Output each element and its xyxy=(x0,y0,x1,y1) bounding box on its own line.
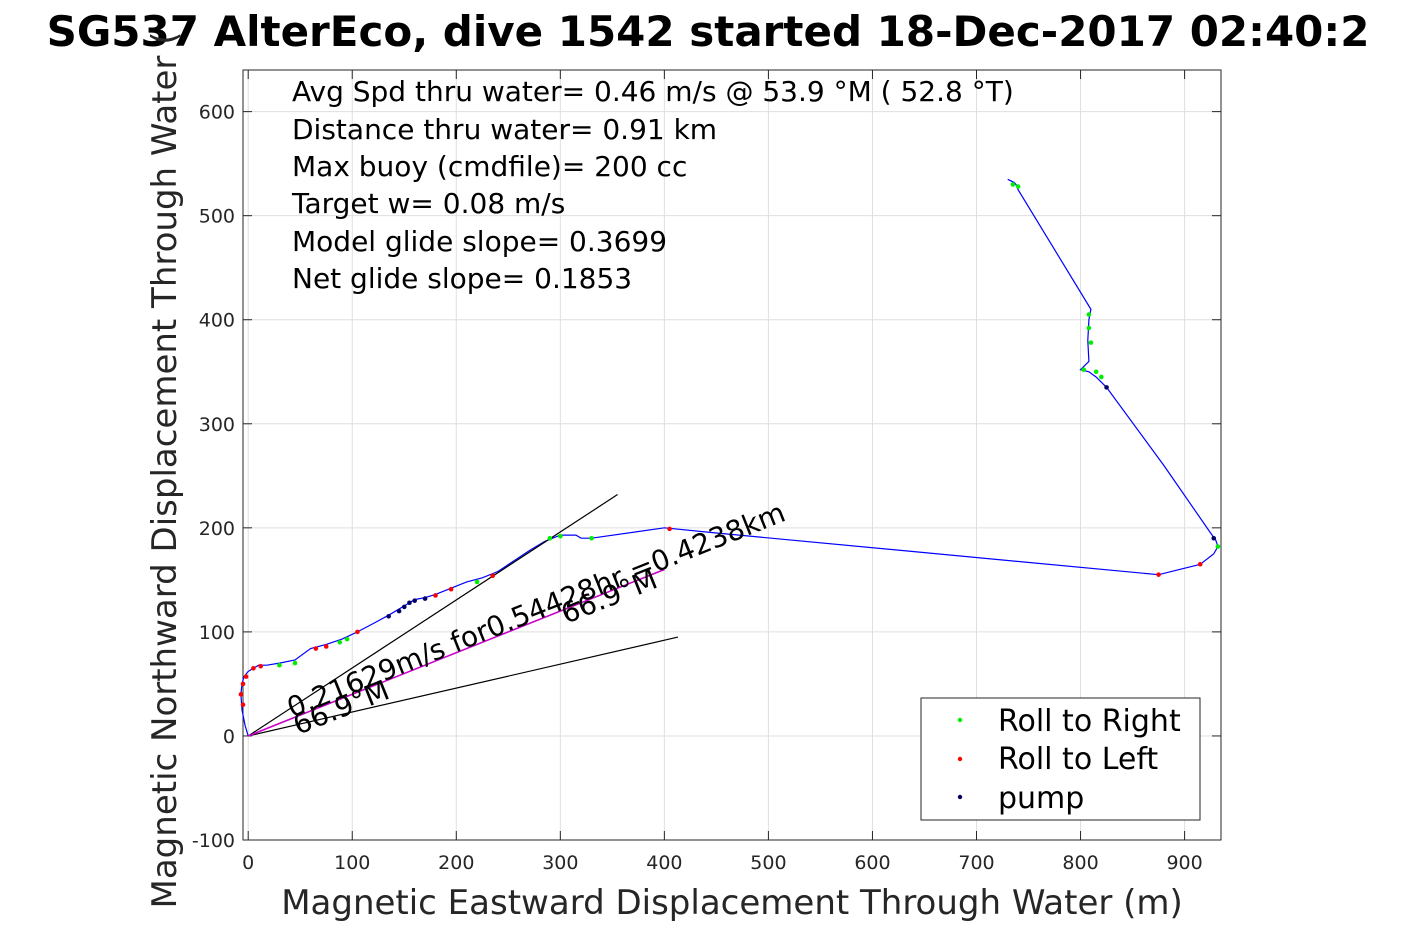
roll-left-marker xyxy=(313,646,319,651)
roll-left-marker xyxy=(240,702,246,708)
roll-left-marker xyxy=(258,663,263,669)
roll-left-marker xyxy=(1197,561,1203,567)
roll-right-marker xyxy=(337,639,343,645)
y-tick-label: 400 xyxy=(199,310,235,332)
pump-marker xyxy=(401,604,407,610)
roll-left-marker xyxy=(243,674,249,679)
pump-marker xyxy=(1211,535,1217,541)
plot-frame xyxy=(242,69,1222,841)
info-avg-speed: Avg Spd thru water= 0.46 m/s @ 53.9 °M (… xyxy=(292,75,1014,108)
roll-right-marker xyxy=(344,636,350,642)
x-tick-label: 900 xyxy=(1166,852,1202,874)
y-axis-label: Magnetic Northward Displacement Through … xyxy=(145,32,185,909)
y-tick-label: 0 xyxy=(223,726,235,748)
x-tick-label: 700 xyxy=(958,852,994,874)
roll-right-marker xyxy=(1088,340,1094,345)
pump-marker xyxy=(386,613,391,619)
roll-left-marker xyxy=(240,681,246,687)
legend-box xyxy=(920,697,1201,821)
roll-left-marker xyxy=(448,586,454,592)
info-max-buoy: Max buoy (cmdfile)= 200 cc xyxy=(292,150,687,183)
pump-marker xyxy=(396,608,402,614)
x-tick-label: 600 xyxy=(854,852,890,874)
info-block: Avg Spd thru water= 0.46 m/s @ 53.9 °M (… xyxy=(291,75,1014,295)
legend-label-roll-left: Roll to Left xyxy=(998,742,1158,777)
y-tick-label: 200 xyxy=(199,518,235,540)
x-axis-label: Magnetic Eastward Displacement Through W… xyxy=(281,883,1183,923)
roll-left-marker xyxy=(323,644,329,649)
x-tick-label: 200 xyxy=(438,852,474,874)
ticks: 0 100 200 300 400 500 600 700 800 900 -100 0 100 200 3… xyxy=(192,70,1221,874)
legend-swatch-roll-right xyxy=(957,717,963,723)
pump-marker xyxy=(412,598,417,603)
roll-right-marker xyxy=(1086,312,1092,317)
legend-swatch-roll-left xyxy=(957,756,963,762)
pump-marker xyxy=(422,596,428,601)
roll-left-marker xyxy=(238,692,244,697)
annotations: 0.21629m/s for0.54428hr =0.4238km66.9°M6… xyxy=(282,496,789,742)
chart-title: SG537 AlterEco, dive 1542 started 18-Dec… xyxy=(47,7,1370,56)
mean-current-line xyxy=(247,568,665,737)
x-tick-label: 100 xyxy=(334,852,370,874)
legend-swatch-pump xyxy=(957,794,963,800)
y-tick-label: -100 xyxy=(192,830,235,852)
roll-right-marker xyxy=(1093,369,1099,375)
legend-label-pump: pump xyxy=(998,781,1084,816)
roll-right-marker xyxy=(547,535,553,541)
roll-right-marker xyxy=(1010,182,1016,187)
y-tick-label: 100 xyxy=(199,622,235,644)
y-tick-label: 500 xyxy=(199,206,235,228)
glide-slope-line xyxy=(247,494,618,737)
pump-marker xyxy=(407,600,412,606)
x-tick-label: 300 xyxy=(542,852,578,874)
x-tick-label: 800 xyxy=(1062,852,1098,874)
roll-right-marker xyxy=(589,535,594,541)
legend-label-roll-right: Roll to Right xyxy=(998,704,1181,739)
x-tick-label: 400 xyxy=(646,852,682,874)
roll-left-marker xyxy=(433,593,438,598)
info-model-glide: Model glide slope= 0.3699 xyxy=(292,225,667,258)
pump-marker xyxy=(1104,385,1109,390)
roll-right-marker xyxy=(1015,184,1021,189)
glide-slope-line xyxy=(248,636,679,737)
roll-left-marker xyxy=(667,526,672,532)
roll-right-marker xyxy=(277,662,282,668)
data-lines xyxy=(240,178,1219,737)
x-tick-label: 0 xyxy=(242,852,254,874)
roll-right-marker xyxy=(1215,544,1221,549)
roll-right-marker xyxy=(292,660,298,666)
roll-left-marker xyxy=(490,573,496,579)
x-tick-label: 500 xyxy=(750,852,786,874)
info-target-w: Target w= 0.08 m/s xyxy=(291,187,565,220)
roll-right-marker xyxy=(1081,367,1086,372)
y-tick-label: 600 xyxy=(199,102,235,124)
info-net-glide: Net glide slope= 0.1853 xyxy=(292,262,632,295)
roll-right-marker xyxy=(474,579,480,585)
track-line xyxy=(240,178,1219,737)
info-distance: Distance thru water= 0.91 km xyxy=(292,113,717,146)
roll-left-marker xyxy=(1156,572,1161,577)
roll-left-marker xyxy=(355,629,360,635)
data-markers xyxy=(238,182,1221,708)
roll-right-marker xyxy=(1099,374,1104,380)
roll-right-marker xyxy=(1086,325,1092,331)
roll-left-marker xyxy=(251,666,256,671)
legend: Roll to Right Roll to Left pump xyxy=(920,697,1201,821)
y-tick-label: 300 xyxy=(199,414,235,436)
roll-right-marker xyxy=(558,533,563,539)
